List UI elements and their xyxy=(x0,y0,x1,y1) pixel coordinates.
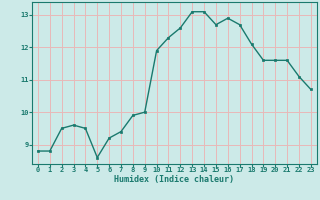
X-axis label: Humidex (Indice chaleur): Humidex (Indice chaleur) xyxy=(115,175,234,184)
